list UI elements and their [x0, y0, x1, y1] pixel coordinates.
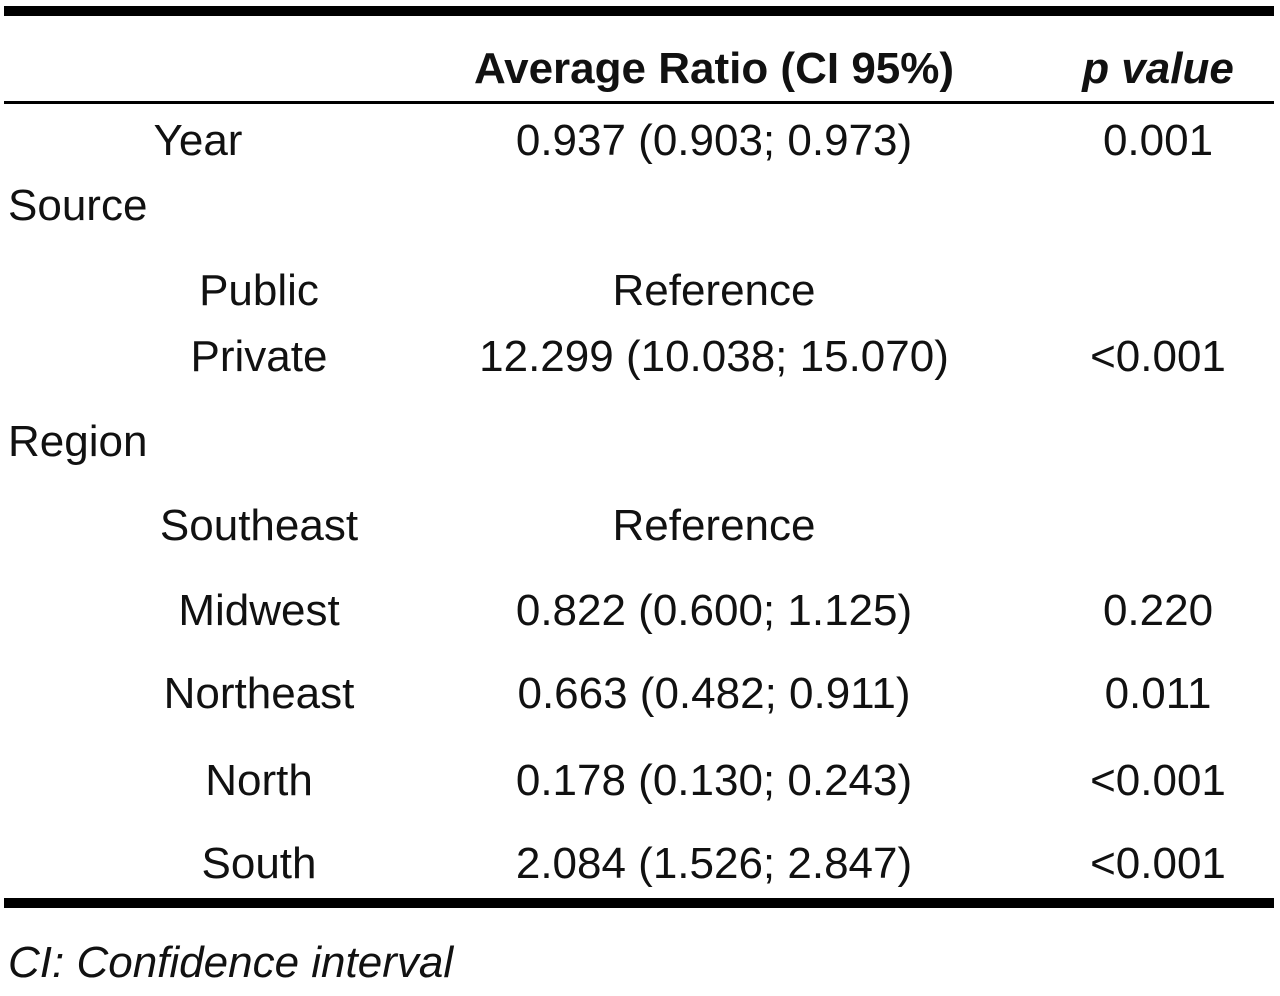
row-p-private: <0.001 [1090, 332, 1226, 381]
row-p-north: <0.001 [1090, 756, 1226, 805]
row-ratio-public: Reference [612, 266, 816, 315]
footnote: CI: Confidence interval [8, 938, 454, 987]
row-p-south: <0.001 [1090, 839, 1226, 888]
row-ratio-private: 12.299 (10.038; 15.070) [479, 332, 949, 381]
row-ratio-north: 0.178 (0.130; 0.243) [515, 756, 913, 805]
row-label-north: North [205, 756, 313, 805]
row-label-public: Public [199, 266, 319, 315]
row-p-year: 0.001 [1102, 116, 1214, 165]
row-p-northeast: 0.011 [1104, 669, 1212, 718]
row-ratio-southeast: Reference [612, 501, 816, 550]
group-label-region: Region [8, 417, 148, 466]
header-average-ratio: Average Ratio (CI 95%) [473, 44, 955, 93]
table-bottom-rule [4, 898, 1274, 908]
row-label-southeast: Southeast [159, 501, 359, 550]
header-p-value: p value [1082, 44, 1234, 93]
row-ratio-year: 0.937 (0.903; 0.973) [515, 116, 913, 165]
row-ratio-northeast: 0.663 (0.482; 0.911) [517, 669, 911, 718]
row-label-year: Year [153, 116, 243, 165]
row-label-northeast: Northeast [163, 669, 355, 718]
table-top-rule [4, 6, 1274, 16]
row-label-midwest: Midwest [178, 586, 340, 635]
group-label-source: Source [8, 181, 148, 230]
row-p-midwest: 0.220 [1102, 586, 1214, 635]
row-label-private: Private [190, 332, 328, 381]
row-ratio-midwest: 0.822 (0.600; 1.125) [515, 586, 913, 635]
row-ratio-south: 2.084 (1.526; 2.847) [515, 839, 913, 888]
row-label-south: South [201, 839, 317, 888]
table-header-rule [4, 101, 1274, 104]
